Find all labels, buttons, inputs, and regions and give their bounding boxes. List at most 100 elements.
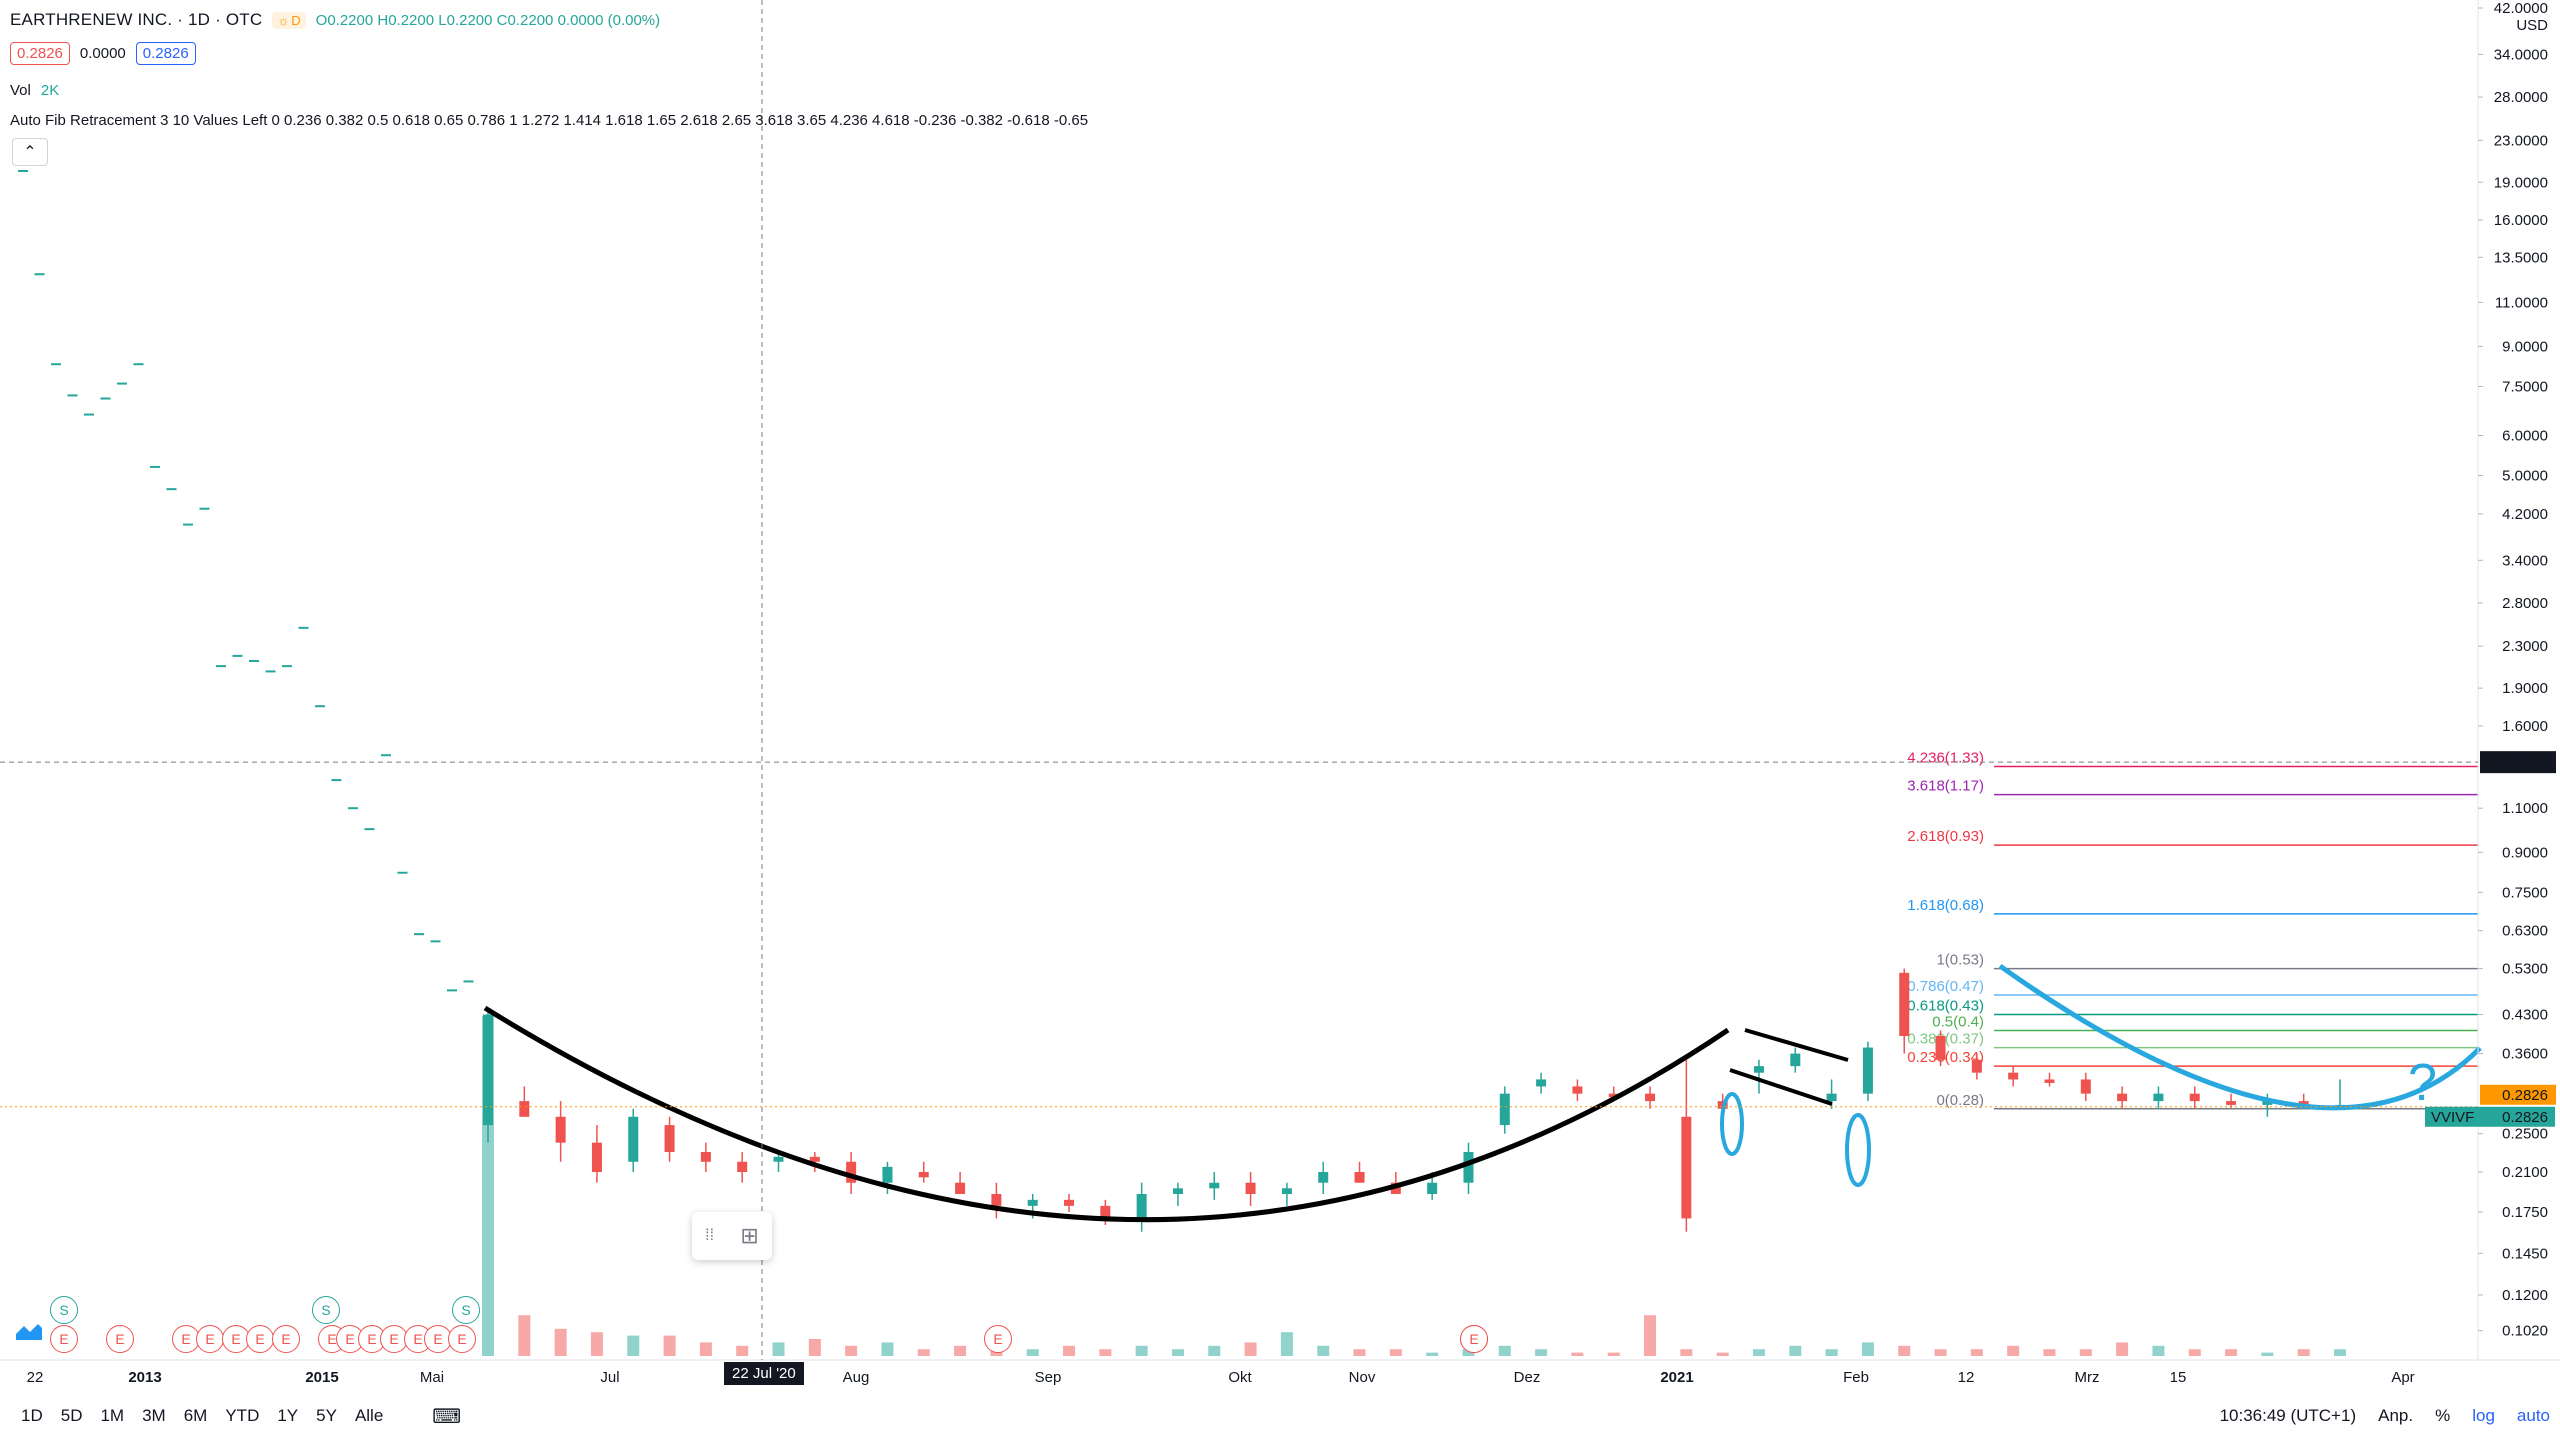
time-tick-label: Okt (1228, 1369, 1252, 1386)
log-toggle[interactable]: log (2472, 1406, 2495, 1425)
fib-level-label: 4.236(1.33) (1907, 749, 1984, 766)
volume-indicator-legend[interactable]: Vol 2K (10, 82, 59, 99)
floating-toolbar[interactable]: ⁞⁞ ⊞ (692, 1212, 772, 1260)
volume-bar (2334, 1349, 2346, 1356)
price-tick-label: 0.3600 (2502, 1046, 2548, 1063)
add-object-icon[interactable]: ⊞ (740, 1223, 759, 1248)
volume-bar (1426, 1352, 1439, 1356)
price-tick-label: 42.0000 (2494, 0, 2548, 17)
volume-bar (1607, 1352, 1620, 1356)
auto-toggle[interactable]: auto (2516, 1406, 2550, 1425)
time-tick-label: Apr (2391, 1369, 2414, 1386)
candle-body (2080, 1079, 2091, 1094)
oval-marker (1720, 1092, 1744, 1156)
question-mark: ? (2408, 1054, 2437, 1112)
calendar-icon[interactable]: ⌨ (432, 1405, 462, 1428)
earnings-event-marker[interactable]: E (50, 1325, 78, 1353)
volume-bar (1244, 1342, 1257, 1356)
earnings-event-marker[interactable]: E (272, 1325, 300, 1353)
candle-body (1427, 1182, 1438, 1194)
volume-bar (518, 1315, 531, 1356)
flame-icon: ☼ (277, 12, 290, 28)
range-button-1m[interactable]: 1M (100, 1406, 125, 1425)
candle-body (1790, 1053, 1801, 1067)
drag-handle-icon[interactable]: ⁞⁞ (705, 1227, 715, 1244)
fib-level-label: 0.236(0.34) (1907, 1049, 1984, 1066)
range-button-5d[interactable]: 5D (60, 1406, 83, 1425)
volume-bar (1135, 1345, 1148, 1356)
candle-body (628, 1116, 639, 1162)
earnings-event-marker[interactable]: E (106, 1325, 134, 1353)
range-button-6m[interactable]: 6M (183, 1406, 208, 1425)
split-event-marker[interactable]: S (312, 1296, 340, 1324)
time-tick-label: 2021 (1660, 1369, 1693, 1386)
volume-bar (1317, 1345, 1330, 1356)
user-drawings[interactable]: ? (483, 963, 2482, 1223)
price-tick-label: 0.4300 (2502, 1007, 2548, 1024)
volume-bar (2007, 1345, 2020, 1356)
fib-indicator-legend[interactable]: Auto Fib Retracement 3 10 Values Left 0 … (10, 112, 1088, 129)
range-button-5y[interactable]: 5Y (316, 1406, 337, 1425)
earnings-event-marker[interactable]: E (196, 1325, 224, 1353)
candle-body (700, 1152, 711, 1162)
range-button-1y[interactable]: 1Y (277, 1406, 299, 1425)
earnings-event-marker[interactable]: E (380, 1325, 408, 1353)
volume-bar (2188, 1349, 2201, 1356)
earnings-event-marker[interactable]: E (424, 1325, 452, 1353)
buy-price[interactable]: 0.2826 (135, 42, 196, 65)
clock-time[interactable]: 10:36:49 (UTC+1) (2219, 1406, 2357, 1425)
collapse-legend-button[interactable]: ⌃ (12, 138, 48, 166)
time-axis[interactable]: 22 2013 2015 Mai Jul Aug Sep Okt Nov Dez 2021 Feb 12… (0, 0, 2560, 1386)
price-chart[interactable]: 4.236(1.33) 3.618(1.17) 2.618(0.93) 1.618(0… (0, 0, 2560, 1392)
range-button-3m[interactable]: 3M (142, 1406, 166, 1425)
earnings-event-marker[interactable]: E (448, 1325, 476, 1353)
candle-body (2226, 1101, 2237, 1105)
price-tick-label: 0.6300 (2502, 923, 2548, 940)
candle-body (1572, 1086, 1583, 1094)
candle-body (809, 1156, 820, 1162)
earnings-event-marker[interactable]: E (172, 1325, 200, 1353)
fib-retracement[interactable]: 4.236(1.33) 3.618(1.17) 2.618(0.93) 1.618(0… (1907, 749, 2478, 1110)
bottom-right-controls: 10:36:49 (UTC+1) Anp. % log auto (2220, 1392, 2550, 1440)
symbol-title[interactable]: EARTHRENEW INC. · 1D · OTC (10, 10, 263, 29)
earnings-event-marker[interactable]: E (246, 1325, 274, 1353)
earnings-event-marker[interactable]: E (1460, 1325, 1488, 1353)
volume-bar (2116, 1342, 2129, 1356)
chevron-up-icon: ⌃ (23, 144, 37, 161)
price-tick-label: 1.9000 (2502, 680, 2548, 697)
volume-bar (1462, 1349, 1475, 1356)
volume-bar (1825, 1349, 1838, 1356)
range-button-1d[interactable]: 1D (21, 1406, 43, 1425)
candle-body (991, 1193, 1002, 1206)
percent-toggle[interactable]: % (2435, 1406, 2451, 1425)
price-tick-label: 9.0000 (2502, 338, 2548, 355)
oval-marker (1845, 1113, 1871, 1187)
range-button-ytd[interactable]: YTD (225, 1406, 260, 1425)
adjust-toggle[interactable]: Anp. (2378, 1406, 2414, 1425)
price-tick-label: 0.1450 (2502, 1245, 2548, 1262)
volume-bar (2152, 1345, 2165, 1356)
price-tick-label: 11.0000 (2495, 294, 2548, 311)
ohlc-values: O0.2200 H0.2200 L0.2200 C0.2200 0.0000 (… (316, 12, 660, 29)
candle-body (555, 1116, 566, 1143)
volume-bar (736, 1345, 749, 1356)
time-tick-label: Mrz (2075, 1369, 2100, 1386)
sell-price[interactable]: 0.2826 (10, 42, 70, 65)
candle-body (1753, 1066, 1764, 1073)
tradingview-logo-icon[interactable] (14, 1320, 44, 1344)
volume-bar (1716, 1352, 1729, 1356)
price-axis[interactable]: 42.0000 34.0000 28.0000 23.0000 19.0000 16.00… (0, 0, 2556, 1360)
price-tick-label: 4.2000 (2502, 506, 2548, 523)
candle-body (664, 1125, 675, 1153)
candle-body (1318, 1172, 1329, 1183)
status-badge[interactable]: ☼ D (272, 11, 306, 29)
earnings-event-marker[interactable]: E (984, 1325, 1012, 1353)
volume-bar (808, 1339, 821, 1356)
volume-bar (1752, 1349, 1765, 1356)
fib-level-label: 0.618(0.43) (1907, 998, 1984, 1015)
candle-body (955, 1182, 966, 1194)
split-event-marker[interactable]: S (452, 1296, 480, 1324)
range-button-alle[interactable]: Alle (354, 1406, 384, 1425)
candle-body (1172, 1188, 1183, 1194)
split-event-marker[interactable]: S (50, 1296, 78, 1324)
